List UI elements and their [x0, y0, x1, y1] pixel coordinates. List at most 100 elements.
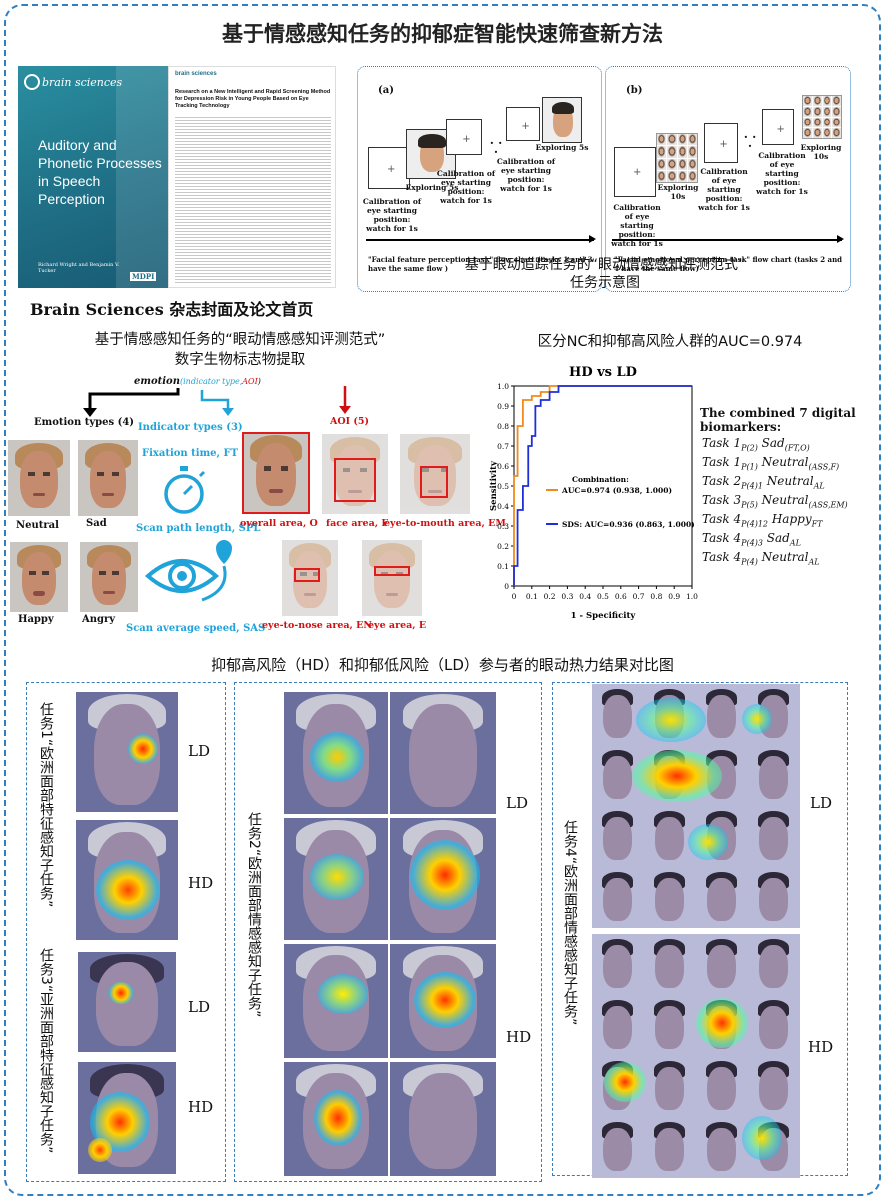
task-name: Task 4: [702, 531, 742, 545]
x-tick-label: 0.9: [668, 592, 680, 601]
ellipsis: · · ·: [489, 136, 503, 159]
task-name: Task 3: [702, 493, 742, 507]
journal-caption-zh: 杂志封面及论文首页: [163, 300, 314, 319]
journal-caption: Brain Sciences 杂志封面及论文首页: [30, 296, 313, 320]
aoi-overall-box: [242, 432, 310, 514]
neutral-label: Neutral: [16, 520, 59, 531]
task-emotion: Sad: [762, 531, 790, 545]
task-name: Task 1: [702, 455, 742, 469]
task-name: Task 4: [702, 550, 742, 564]
face-thumbnail: [696, 684, 747, 744]
aoi-label: AOI (5): [330, 416, 369, 427]
calibration-screen-3: +: [762, 109, 794, 145]
cover-title: Auditory and Phonetic Processes in Speec…: [38, 137, 162, 207]
calibration-caption-3: Calibration of eye starting position: wa…: [756, 151, 808, 196]
heatmap-task3-hd: [78, 1062, 176, 1174]
eye-nose-label: eye-to-nose area, EN: [262, 620, 373, 631]
roc-chart: HD vs LD 0 0.1 0.2 0.3 0.4 0.5 0.6 0.7 0.8 0.9 1.0 0…: [489, 365, 698, 621]
timeline-arrow: [366, 236, 596, 242]
task-emotion: Happy: [768, 512, 812, 526]
eye-tracking-icon: [144, 540, 232, 602]
task-name: Task 1: [702, 436, 742, 450]
face-area-label: face area, F: [326, 518, 389, 529]
legend-label: SDS: AUC=0.936 (0.863, 1.000): [562, 520, 695, 529]
aoi-face-box: [334, 458, 376, 502]
face-photo-angry: [80, 542, 138, 612]
face-photo-happy: [10, 542, 68, 612]
y-tick-label: 0.8: [497, 422, 509, 431]
face-photo-neutral: [8, 440, 70, 516]
calibration-screen-2: +: [446, 119, 482, 155]
ld-label-2: LD: [188, 998, 210, 1016]
face-thumbnail: [592, 934, 643, 994]
x-tick-label: 0.8: [650, 592, 662, 601]
task-indicator: FT: [811, 519, 823, 529]
explore-caption: Exploring 5s: [405, 183, 459, 192]
journal-cover: brain sciences Auditory and Phonetic Pro…: [18, 66, 168, 288]
heatmap-task1-ld: [76, 692, 178, 812]
task-indicator: AL: [808, 557, 820, 567]
face-thumbnail: [644, 1056, 695, 1116]
task-emotion: Sad: [757, 436, 785, 450]
face-thumbnail: [748, 867, 799, 927]
heatmap-task3-ld: [78, 952, 176, 1052]
biomarkers-heading: The combined 7 digital biomarkers:: [700, 406, 856, 434]
task1-label: 任务1“欧洲面部特征感知子任务”: [38, 702, 54, 908]
x-tick-label: 0.5: [597, 592, 609, 601]
heatmap-task2-hd-4: [390, 1062, 496, 1176]
heat-blob: [688, 824, 728, 860]
y-tick-label: 0.4: [497, 502, 509, 511]
x-axis-label: 1 - Specificity: [571, 611, 637, 621]
calibration-caption-2: Calibration of eye starting position: wa…: [436, 169, 496, 205]
biomarker-title: 基于情感感知任务的“眼动情感感知评测范式” 数字生物标志物提取: [30, 330, 450, 370]
fixation-cross-icon: +: [633, 167, 642, 179]
paper-first-page: brain sciences Research on a New Intelli…: [168, 66, 336, 288]
x-tick-label: 0.1: [526, 592, 538, 601]
x-tick-label: 0.4: [579, 592, 591, 601]
brain-logo-icon: [24, 74, 40, 90]
biomarker-task-item: Task 1P(2) Sad(FT,O): [702, 436, 810, 452]
explore-caption-2: Exploring 5s: [535, 143, 589, 152]
flow-caption-b: "Facial emotional perception task" flow …: [614, 255, 843, 273]
y-tick-label: 1.0: [497, 382, 509, 391]
page-title: 基于情感感知任务的抑郁症智能快速筛查新方法: [222, 22, 663, 46]
formula-arrows: [83, 386, 351, 417]
task-indicator: (ASS,EM): [808, 500, 848, 510]
task-paradigm: P(1): [741, 462, 758, 472]
calibration-caption-3: Calibration of eye starting position: wa…: [496, 157, 556, 193]
formula-indicator: (indicator type,: [179, 377, 243, 386]
biomarker-task-item: Task 1P(1) Neutral(ASS,F): [702, 455, 839, 471]
legend-label: AUC=0.974 (0.938, 1.000): [561, 486, 672, 495]
hd-label: HD: [188, 874, 214, 892]
y-tick-label: 0.9: [497, 402, 509, 411]
heatmap-task4-ld-grid: [592, 684, 800, 928]
task-indicator: (ASS,F): [808, 462, 840, 472]
face-thumbnail: [696, 867, 747, 927]
task-emotion: Neutral: [757, 455, 809, 469]
heatmap-task2-ld-4: [390, 818, 496, 940]
spl-label: Scan path length, SPL: [136, 523, 261, 534]
heat-blob: [742, 704, 772, 734]
x-tick-label: 0.6: [615, 592, 627, 601]
ld-label-4: LD: [810, 794, 832, 812]
heatmap-task2-ld-2: [390, 692, 496, 814]
task-indicator: AL: [813, 481, 825, 491]
task-paradigm: P(2): [741, 443, 758, 453]
heatmap-panel-task1-3: [26, 682, 226, 1182]
calibration-caption: Calibration of eye starting position: wa…: [611, 203, 663, 248]
formula-aoi: AOI: [242, 377, 258, 386]
formula-close: ): [257, 377, 261, 386]
face-thumbnail: [748, 934, 799, 994]
flow-caption-a: "Facial feature perception task" flow ch…: [368, 255, 593, 273]
face-thumbnail: [644, 995, 695, 1055]
y-tick-label: 0.2: [497, 542, 509, 551]
heat-blob: [636, 698, 706, 742]
task-indicator: (FT,O): [784, 443, 810, 453]
plot-area: [513, 385, 693, 587]
heatmap-task2-ld-3: [284, 818, 388, 940]
y-tick-label: 0.3: [497, 522, 509, 531]
cover-editors: Richard Wright and Benjamin V. Tucker: [38, 262, 120, 274]
face-thumbnail: [644, 934, 695, 994]
hd-label-2: HD: [188, 1098, 214, 1116]
mdpi-logo: MDPI: [130, 272, 157, 281]
